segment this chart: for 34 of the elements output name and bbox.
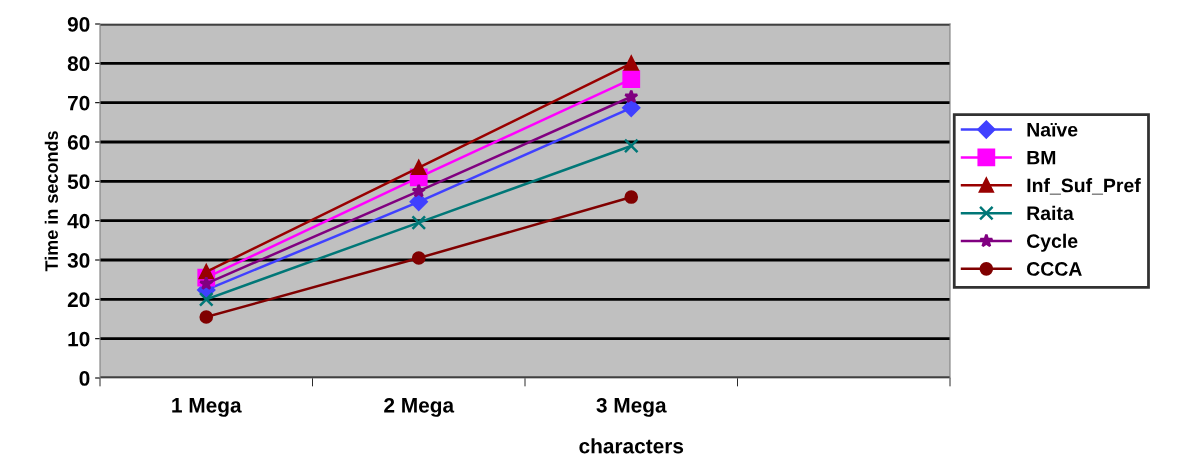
point xyxy=(411,183,426,198)
y-tick-label: 80 xyxy=(67,56,90,72)
y-tick-label: 0 xyxy=(79,371,90,386)
legend-label: Raita xyxy=(1027,205,1074,221)
legend-label: CCCA xyxy=(1026,262,1082,276)
y-tick-label: 30 xyxy=(67,253,90,268)
point xyxy=(624,89,639,104)
legend-label: Cycle xyxy=(1026,233,1078,252)
point xyxy=(411,215,427,231)
x-axis-title: characters xyxy=(579,438,684,454)
point xyxy=(411,160,427,176)
legend-label: Inf_Suf_Pref xyxy=(1027,178,1141,195)
x-tick-label: 1 Mega xyxy=(172,398,242,417)
legend-label: BM xyxy=(1027,150,1056,165)
y-tick-label: 10 xyxy=(68,331,90,347)
point xyxy=(198,264,214,280)
y-tick-label: 50 xyxy=(67,174,90,190)
y-tick-label: 20 xyxy=(67,292,90,308)
y-tick-label: 40 xyxy=(67,213,90,229)
legend-label: Naïve xyxy=(1027,122,1078,137)
point xyxy=(624,190,639,204)
y-tick-label: 70 xyxy=(68,95,90,111)
point xyxy=(411,251,426,265)
point xyxy=(198,291,214,307)
y-axis-title: Time in seconds xyxy=(44,131,58,272)
point xyxy=(199,276,214,290)
point xyxy=(199,310,214,324)
x-tick-label: 2 Mega xyxy=(384,397,455,417)
point xyxy=(622,70,641,88)
point xyxy=(623,138,639,154)
y-tick-label: 60 xyxy=(67,135,90,150)
point xyxy=(623,55,639,71)
x-tick-label: 3 Mega xyxy=(596,397,667,417)
y-tick-label: 90 xyxy=(67,17,90,32)
